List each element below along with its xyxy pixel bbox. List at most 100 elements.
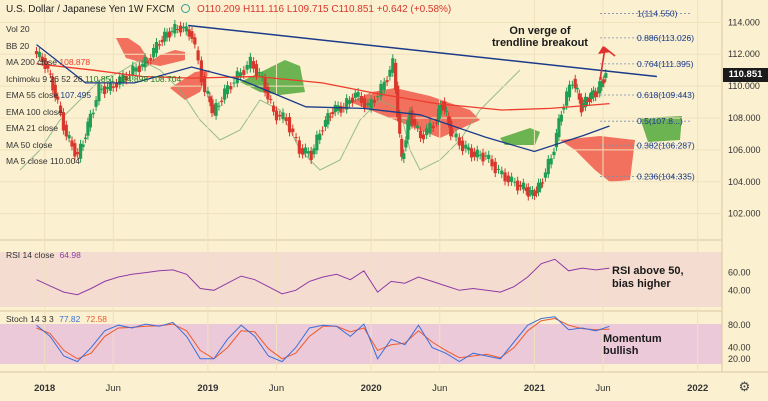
candle-body[interactable] [600,80,604,88]
candle-body[interactable] [487,154,491,159]
candle-body[interactable] [254,64,259,76]
candle-body[interactable] [402,153,406,159]
candle-body[interactable] [353,92,357,98]
candle-body[interactable] [78,143,83,159]
candle-body[interactable] [565,91,569,106]
candle-body[interactable] [464,144,468,149]
candle-body[interactable] [518,184,523,187]
candle-body[interactable] [532,192,537,196]
candle-body[interactable] [570,84,574,86]
candle-body[interactable] [460,140,465,152]
candle-body[interactable] [121,74,125,83]
candle-body[interactable] [575,87,579,90]
candle-body[interactable] [521,182,525,190]
candle-body[interactable] [431,125,435,128]
candle-body[interactable] [345,98,349,110]
candle-body[interactable] [67,135,71,139]
candle-body[interactable] [165,32,169,38]
legend-item[interactable]: Vol 20 [6,21,181,38]
candle-body[interactable] [86,121,90,136]
candle-body[interactable] [269,99,273,101]
legend-item[interactable]: MA 5 close 110.004 [6,153,181,170]
candle-body[interactable] [193,37,197,45]
candle-body[interactable] [596,91,600,94]
candle-body[interactable] [51,76,55,91]
candle-body[interactable] [589,92,594,100]
candle-body[interactable] [385,80,389,83]
candle-body[interactable] [438,104,443,115]
candle-body[interactable] [416,125,420,128]
candle-body[interactable] [418,130,423,139]
candle-body[interactable] [114,83,119,88]
candle-body[interactable] [73,143,77,157]
candle-body[interactable] [538,182,543,189]
candle-body[interactable] [526,187,530,197]
candle-body[interactable] [549,158,553,165]
candle-body[interactable] [291,128,295,133]
legend-item[interactable]: MA 200 close 108.878 [6,54,181,71]
candle-body[interactable] [577,93,581,100]
rsi-line[interactable] [36,258,610,296]
candle-body[interactable] [536,182,541,193]
candle-body[interactable] [372,100,377,103]
candle-body[interactable] [366,103,370,106]
candle-body[interactable] [404,140,408,148]
candle-body[interactable] [428,122,432,134]
candle-body[interactable] [306,151,310,154]
candle-body[interactable] [274,110,279,121]
candle-body[interactable] [475,149,479,158]
candle-body[interactable] [284,117,288,121]
candle-body[interactable] [223,88,227,100]
candle-body[interactable] [245,65,249,70]
candle-body[interactable] [134,67,138,72]
candle-body[interactable] [266,86,270,100]
candle-body[interactable] [58,105,63,113]
candle-body[interactable] [326,113,330,125]
symbol-title[interactable]: U.S. Dollar / Japanese Yen 1W FXCM [6,4,175,15]
candle-body[interactable] [124,75,128,81]
candle-body[interactable] [83,137,88,140]
candle-body[interactable] [447,116,451,124]
candle-body[interactable] [143,57,147,68]
candle-body[interactable] [303,147,308,154]
candle-body[interactable] [294,136,298,138]
candle-body[interactable] [443,101,447,111]
candle-body[interactable] [37,51,41,57]
candle-body[interactable] [318,133,322,141]
candle-body[interactable] [552,151,556,156]
candle-body[interactable] [449,120,453,137]
candle-body[interactable] [559,114,563,122]
candle-body[interactable] [152,47,156,58]
candle-body[interactable] [587,97,592,102]
ema55-line[interactable] [36,44,610,153]
candle-body[interactable] [108,82,112,91]
candle-body[interactable] [220,100,224,103]
candle-body[interactable] [149,58,153,61]
candle-body[interactable] [48,73,52,75]
candle-body[interactable] [34,51,39,55]
candle-body[interactable] [347,100,352,104]
candle-body[interactable] [272,105,276,112]
candle-body[interactable] [516,180,520,191]
legend-item[interactable]: EMA 21 close [6,120,181,137]
candle-body[interactable] [157,44,161,46]
candle-body[interactable] [190,31,194,39]
candle-body[interactable] [579,97,583,113]
candle-body[interactable] [528,190,532,193]
candle-body[interactable] [312,148,316,155]
candle-body[interactable] [105,86,110,90]
candle-body[interactable] [472,151,477,157]
candle-body[interactable] [410,110,414,125]
candle-body[interactable] [225,85,230,95]
candle-body[interactable] [436,108,441,122]
candle-body[interactable] [248,56,252,69]
candle-body[interactable] [598,81,602,94]
legend-item[interactable]: BB 20 [6,38,181,55]
candle-body[interactable] [445,110,449,113]
candle-body[interactable] [481,152,485,162]
candle-body[interactable] [297,140,301,154]
candle-body[interactable] [131,65,135,77]
candle-body[interactable] [181,26,186,29]
candle-body[interactable] [56,96,60,100]
